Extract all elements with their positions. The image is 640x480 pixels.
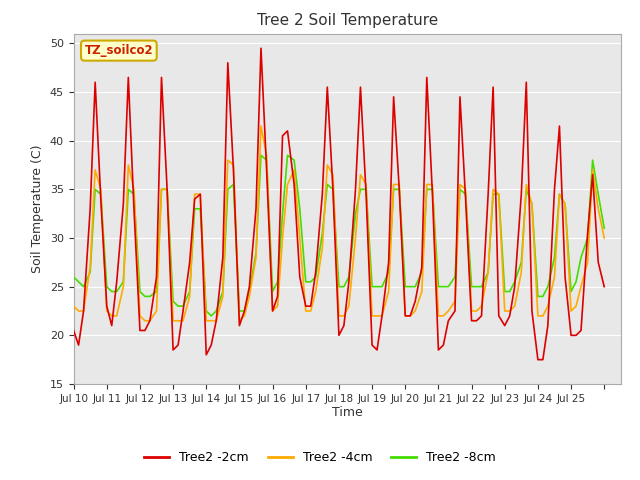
Line: Tree2 -4cm: Tree2 -4cm: [74, 126, 604, 321]
Tree2 -8cm: [489, 192, 497, 197]
Tree2 -8cm: [207, 313, 215, 319]
Tree2 -2cm: [534, 357, 541, 362]
Tree2 -4cm: [600, 235, 608, 241]
Tree2 -2cm: [207, 342, 215, 348]
Line: Tree2 -8cm: Tree2 -8cm: [74, 155, 604, 316]
Tree2 -4cm: [489, 186, 497, 192]
Text: TZ_soilco2: TZ_soilco2: [84, 44, 153, 57]
Tree2 -8cm: [86, 269, 94, 275]
Tree2 -2cm: [86, 206, 94, 212]
Tree2 -8cm: [600, 226, 608, 231]
Tree2 -4cm: [141, 318, 148, 324]
Tree2 -4cm: [345, 303, 353, 309]
Legend: Tree2 -2cm, Tree2 -4cm, Tree2 -8cm: Tree2 -2cm, Tree2 -4cm, Tree2 -8cm: [140, 446, 500, 469]
Y-axis label: Soil Temperature (C): Soil Temperature (C): [31, 144, 44, 273]
Tree2 -8cm: [212, 308, 220, 314]
Tree2 -4cm: [108, 313, 116, 319]
Tree2 -2cm: [70, 327, 77, 333]
Tree2 -2cm: [340, 323, 348, 328]
Tree2 -4cm: [385, 288, 392, 294]
Title: Tree 2 Soil Temperature: Tree 2 Soil Temperature: [257, 13, 438, 28]
Tree2 -2cm: [378, 313, 386, 319]
Tree2 -4cm: [257, 123, 265, 129]
Tree2 -4cm: [212, 318, 220, 324]
X-axis label: Time: Time: [332, 407, 363, 420]
Line: Tree2 -2cm: Tree2 -2cm: [74, 48, 604, 360]
Tree2 -4cm: [70, 303, 77, 309]
Tree2 -8cm: [385, 269, 392, 275]
Tree2 -2cm: [600, 284, 608, 289]
Tree2 -2cm: [108, 323, 116, 328]
Tree2 -8cm: [257, 152, 265, 158]
Tree2 -2cm: [257, 45, 265, 51]
Tree2 -8cm: [108, 288, 116, 294]
Tree2 -4cm: [86, 264, 94, 270]
Tree2 -8cm: [70, 274, 77, 280]
Tree2 -8cm: [345, 274, 353, 280]
Tree2 -2cm: [484, 192, 492, 197]
